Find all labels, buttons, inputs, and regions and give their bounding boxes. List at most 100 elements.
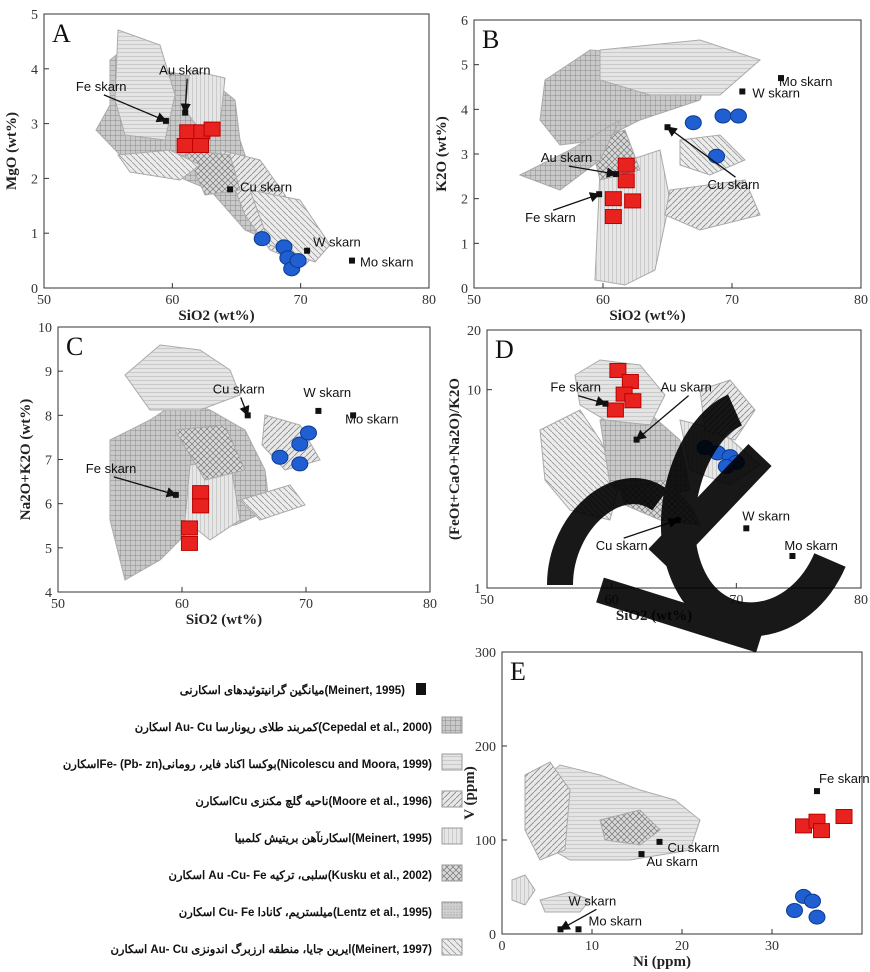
legend-swatch: [441, 790, 463, 808]
y-tick-label: 100: [475, 834, 496, 849]
x-tick-label: 50: [37, 293, 51, 308]
skarn-average-marker: [739, 88, 746, 95]
y-tick-label: 9: [45, 365, 52, 380]
skarn-label: Fe skarn: [525, 210, 576, 225]
panel-letter: D: [495, 335, 514, 364]
field-region: [664, 179, 761, 231]
blue-ellipse-point: [786, 903, 803, 918]
x-tick-label: 50: [480, 593, 494, 608]
skarn-average-marker: [656, 838, 663, 845]
y-tick-label: 200: [475, 740, 496, 755]
skarn-average-marker: [778, 75, 785, 82]
red-square-point: [203, 121, 221, 137]
legend-entry: اسکارن Au -Cu- Fe سلبی، ترکیه(Kusku et a…: [169, 869, 433, 883]
skarn-average-marker: [315, 407, 322, 414]
y-tick-label: 4: [31, 63, 38, 78]
skarn-label: Au skarn: [647, 854, 698, 869]
panel-letter: C: [66, 332, 83, 361]
panel-letter: E: [510, 657, 526, 686]
y-tick-label: 7: [45, 454, 52, 469]
skarn-arrow: [239, 397, 250, 417]
skarn-label: Mo skarn: [784, 538, 837, 553]
skarn-label: Mo skarn: [345, 411, 398, 426]
x-tick-label: 80: [422, 293, 436, 308]
x-tick-label: 70: [299, 597, 313, 612]
red-square-point: [179, 124, 197, 140]
skarn-label: W skarn: [569, 893, 617, 908]
y-tick-label: 4: [45, 586, 52, 601]
skarn-label: W skarn: [303, 385, 351, 400]
field-region: [184, 149, 241, 196]
skarn-arrow: [578, 395, 607, 407]
field-region: [594, 149, 671, 286]
field-region: [511, 874, 536, 906]
skarn-label: W skarn: [742, 508, 790, 523]
legend-entry: اسکارنآهن بریتیش کلمبیا(Meinert, 1995): [235, 829, 433, 846]
y-tick-label: 2: [31, 172, 38, 187]
x-tick-label: 80: [854, 593, 868, 608]
red-square-point: [192, 138, 210, 154]
red-square-point: [606, 402, 624, 418]
y-tick-label: 5: [461, 59, 468, 74]
panel-c: 50 60 70 80 4 5 6 7 8 9 10 SiO2 (wt%) Na2O+K2O (wt%)…: [18, 321, 437, 628]
blue-ellipse-point: [708, 148, 726, 164]
field-region: [539, 891, 591, 913]
field-region: [117, 149, 201, 181]
red-square-point: [176, 138, 194, 154]
skarn-arrow: [559, 908, 597, 930]
skarn-label: Mo skarn: [779, 74, 832, 89]
legend-entry: اسکارنFe- (Pb- zn)بوکسا اکناد فایر، روما…: [63, 758, 432, 772]
skarn-average-marker: [227, 186, 234, 193]
field-region: [124, 344, 241, 411]
blue-ellipse-point: [253, 231, 271, 247]
y-tick-label: 8: [45, 409, 52, 424]
y-tick-label: 0: [461, 282, 468, 297]
field-region: [174, 424, 246, 481]
y-tick-label: 5: [31, 8, 38, 23]
skarn-label: Cu skarn: [213, 381, 265, 396]
y-axis-label: K2O (wt%): [434, 116, 450, 191]
skarn-label: Au skarn: [541, 150, 592, 165]
skarn-label: W skarn: [313, 235, 361, 250]
skarn-label: Mo skarn: [589, 913, 642, 928]
legend-swatch: [441, 938, 463, 956]
skarn-arrow: [113, 476, 178, 498]
skarn-arrow: [568, 165, 618, 178]
red-square-point: [180, 520, 198, 536]
skarn-average-marker: [789, 553, 796, 559]
red-square-point: [624, 393, 642, 409]
skarn-arrow: [103, 94, 168, 123]
skarn-label: Au skarn: [661, 380, 712, 395]
skarn-label: W skarn: [752, 85, 800, 100]
y-tick-label: 6: [461, 14, 468, 29]
red-square-point: [813, 823, 830, 839]
skarn-label: Fe skarn: [86, 461, 137, 476]
y-tick-label: 4: [461, 103, 468, 118]
field-region: [239, 484, 306, 521]
skarn-label: Au skarn: [159, 63, 210, 78]
y-tick-label: 20: [467, 324, 481, 339]
panel-letter: A: [52, 19, 71, 48]
red-square-point: [617, 173, 635, 189]
skarn-label: Mo skarn: [360, 255, 413, 270]
skarn-average-marker: [743, 525, 750, 532]
red-square-point: [604, 209, 622, 225]
x-tick-label: 20: [675, 939, 689, 954]
field-region: [518, 118, 622, 191]
legend-entry: اسکارن Cu- Fe میلستریم، کانادا(Lentz et …: [179, 906, 432, 920]
x-axis-label: Ni (ppm): [633, 954, 691, 970]
y-tick-label: 300: [475, 646, 496, 661]
y-axis-label: (FeOt+CaO+Na2O)/K2O: [447, 378, 463, 540]
x-tick-label: 60: [596, 293, 610, 308]
red-square-point: [617, 157, 635, 173]
skarn-label: Cu skarn: [668, 840, 720, 855]
legend-entry: اسکارن Au- Cu ایرین جایا، منطقه ارزبرگ ا…: [110, 941, 432, 957]
y-tick-label: 2: [461, 193, 468, 208]
red-square-point: [609, 362, 627, 378]
skarn-average-marker: [638, 851, 645, 858]
panel-a: 50 60 70 80 0 1 2 3 4 5 SiO2 (wt%) MgO (wt%) A Fe ska…: [4, 8, 436, 324]
red-square-point: [192, 485, 210, 501]
red-square-point: [835, 809, 853, 824]
plot-area-c: 50 60 70 80 4 5 6 7 8 9 10 SiO2 (wt%) Na2O+K2O (wt%)…: [18, 321, 437, 628]
